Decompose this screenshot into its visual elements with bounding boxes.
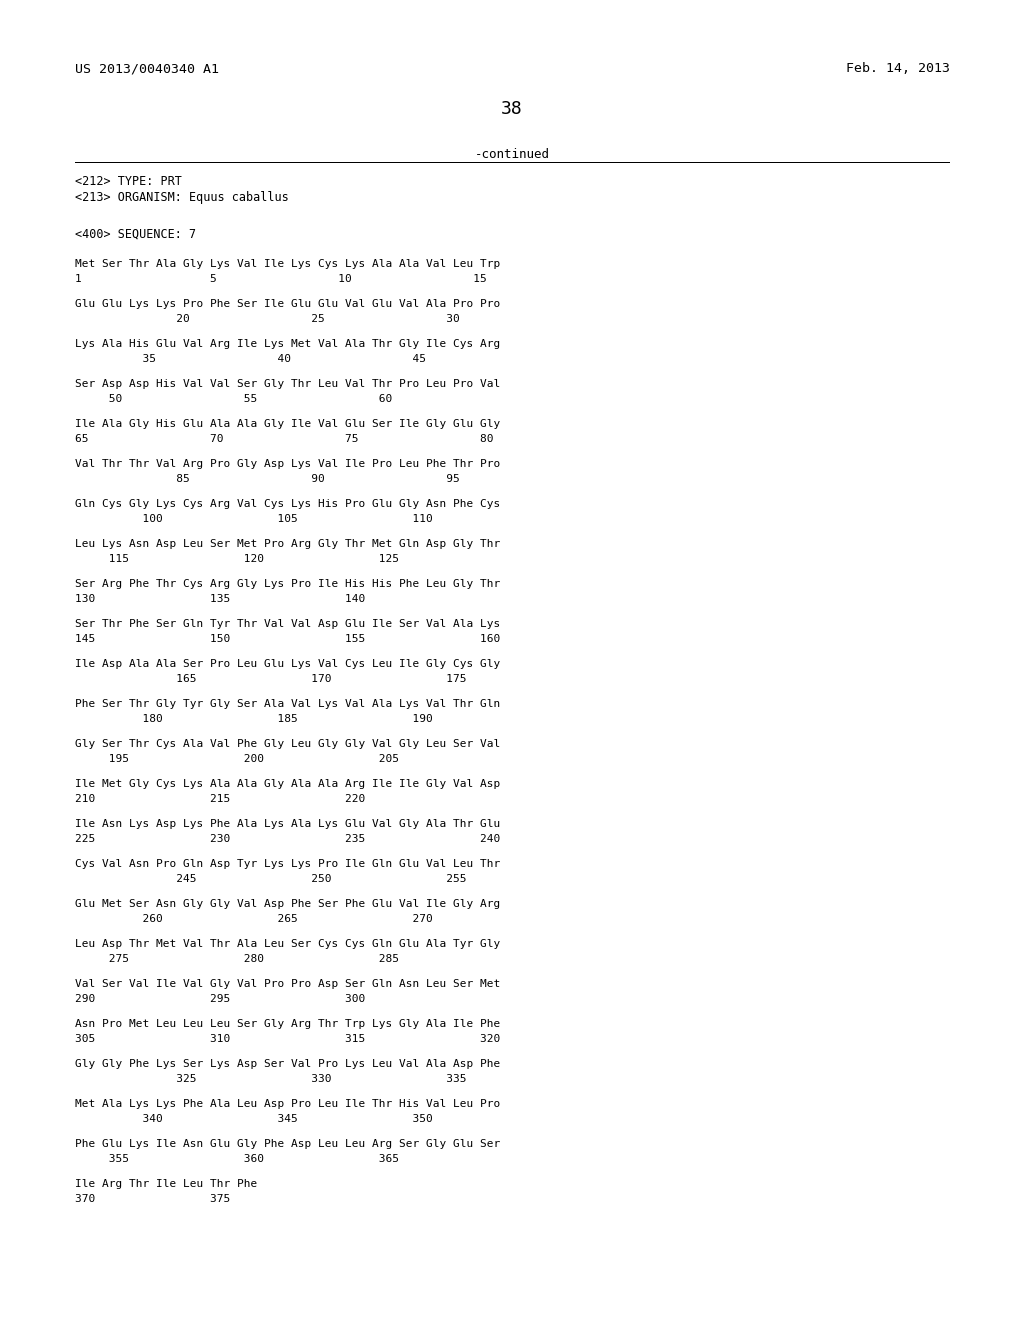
Text: 325                 330                 335: 325 330 335: [75, 1074, 467, 1084]
Text: Gly Ser Thr Cys Ala Val Phe Gly Leu Gly Gly Val Gly Leu Ser Val: Gly Ser Thr Cys Ala Val Phe Gly Leu Gly …: [75, 739, 501, 748]
Text: Gln Cys Gly Lys Cys Arg Val Cys Lys His Pro Glu Gly Asn Phe Cys: Gln Cys Gly Lys Cys Arg Val Cys Lys His …: [75, 499, 501, 510]
Text: 35                  40                  45: 35 40 45: [75, 354, 426, 364]
Text: Leu Asp Thr Met Val Thr Ala Leu Ser Cys Cys Gln Glu Ala Tyr Gly: Leu Asp Thr Met Val Thr Ala Leu Ser Cys …: [75, 939, 501, 949]
Text: Asn Pro Met Leu Leu Leu Ser Gly Arg Thr Trp Lys Gly Ala Ile Phe: Asn Pro Met Leu Leu Leu Ser Gly Arg Thr …: [75, 1019, 501, 1030]
Text: Ser Thr Phe Ser Gln Tyr Thr Val Val Asp Glu Ile Ser Val Ala Lys: Ser Thr Phe Ser Gln Tyr Thr Val Val Asp …: [75, 619, 501, 630]
Text: US 2013/0040340 A1: US 2013/0040340 A1: [75, 62, 219, 75]
Text: 260                 265                 270: 260 265 270: [75, 913, 433, 924]
Text: Met Ser Thr Ala Gly Lys Val Ile Lys Cys Lys Ala Ala Val Leu Trp: Met Ser Thr Ala Gly Lys Val Ile Lys Cys …: [75, 259, 501, 269]
Text: 245                 250                 255: 245 250 255: [75, 874, 467, 884]
Text: Ile Ala Gly His Glu Ala Ala Gly Ile Val Glu Ser Ile Gly Glu Gly: Ile Ala Gly His Glu Ala Ala Gly Ile Val …: [75, 418, 501, 429]
Text: 180                 185                 190: 180 185 190: [75, 714, 433, 723]
Text: Gly Gly Phe Lys Ser Lys Asp Ser Val Pro Lys Leu Val Ala Asp Phe: Gly Gly Phe Lys Ser Lys Asp Ser Val Pro …: [75, 1059, 501, 1069]
Text: Glu Glu Lys Lys Pro Phe Ser Ile Glu Glu Val Glu Val Ala Pro Pro: Glu Glu Lys Lys Pro Phe Ser Ile Glu Glu …: [75, 300, 501, 309]
Text: Phe Ser Thr Gly Tyr Gly Ser Ala Val Lys Val Ala Lys Val Thr Gln: Phe Ser Thr Gly Tyr Gly Ser Ala Val Lys …: [75, 700, 501, 709]
Text: 130                 135                 140: 130 135 140: [75, 594, 366, 605]
Text: <213> ORGANISM: Equus caballus: <213> ORGANISM: Equus caballus: [75, 191, 289, 205]
Text: Leu Lys Asn Asp Leu Ser Met Pro Arg Gly Thr Met Gln Asp Gly Thr: Leu Lys Asn Asp Leu Ser Met Pro Arg Gly …: [75, 539, 501, 549]
Text: Cys Val Asn Pro Gln Asp Tyr Lys Lys Pro Ile Gln Glu Val Leu Thr: Cys Val Asn Pro Gln Asp Tyr Lys Lys Pro …: [75, 859, 501, 869]
Text: 65                  70                  75                  80: 65 70 75 80: [75, 434, 494, 444]
Text: 305                 310                 315                 320: 305 310 315 320: [75, 1034, 501, 1044]
Text: Ile Asn Lys Asp Lys Phe Ala Lys Ala Lys Glu Val Gly Ala Thr Glu: Ile Asn Lys Asp Lys Phe Ala Lys Ala Lys …: [75, 818, 501, 829]
Text: Met Ala Lys Lys Phe Ala Leu Asp Pro Leu Ile Thr His Val Leu Pro: Met Ala Lys Lys Phe Ala Leu Asp Pro Leu …: [75, 1100, 501, 1109]
Text: Glu Met Ser Asn Gly Gly Val Asp Phe Ser Phe Glu Val Ile Gly Arg: Glu Met Ser Asn Gly Gly Val Asp Phe Ser …: [75, 899, 501, 909]
Text: <400> SEQUENCE: 7: <400> SEQUENCE: 7: [75, 228, 197, 242]
Text: 115                 120                 125: 115 120 125: [75, 554, 399, 564]
Text: 340                 345                 350: 340 345 350: [75, 1114, 433, 1125]
Text: Ile Asp Ala Ala Ser Pro Leu Glu Lys Val Cys Leu Ile Gly Cys Gly: Ile Asp Ala Ala Ser Pro Leu Glu Lys Val …: [75, 659, 501, 669]
Text: 165                 170                 175: 165 170 175: [75, 675, 467, 684]
Text: Ile Arg Thr Ile Leu Thr Phe: Ile Arg Thr Ile Leu Thr Phe: [75, 1179, 257, 1189]
Text: 195                 200                 205: 195 200 205: [75, 754, 399, 764]
Text: 50                  55                  60: 50 55 60: [75, 393, 392, 404]
Text: 145                 150                 155                 160: 145 150 155 160: [75, 634, 501, 644]
Text: 355                 360                 365: 355 360 365: [75, 1154, 399, 1164]
Text: 100                 105                 110: 100 105 110: [75, 513, 433, 524]
Text: Phe Glu Lys Ile Asn Glu Gly Phe Asp Leu Leu Arg Ser Gly Glu Ser: Phe Glu Lys Ile Asn Glu Gly Phe Asp Leu …: [75, 1139, 501, 1148]
Text: Feb. 14, 2013: Feb. 14, 2013: [846, 62, 950, 75]
Text: 225                 230                 235                 240: 225 230 235 240: [75, 834, 501, 843]
Text: 38: 38: [501, 100, 523, 117]
Text: -continued: -continued: [474, 148, 550, 161]
Text: 275                 280                 285: 275 280 285: [75, 954, 399, 964]
Text: Ser Asp Asp His Val Val Ser Gly Thr Leu Val Thr Pro Leu Pro Val: Ser Asp Asp His Val Val Ser Gly Thr Leu …: [75, 379, 501, 389]
Text: 370                 375: 370 375: [75, 1195, 230, 1204]
Text: Ser Arg Phe Thr Cys Arg Gly Lys Pro Ile His His Phe Leu Gly Thr: Ser Arg Phe Thr Cys Arg Gly Lys Pro Ile …: [75, 579, 501, 589]
Text: 1                   5                  10                  15: 1 5 10 15: [75, 275, 486, 284]
Text: <212> TYPE: PRT: <212> TYPE: PRT: [75, 176, 182, 187]
Text: 20                  25                  30: 20 25 30: [75, 314, 460, 323]
Text: 85                  90                  95: 85 90 95: [75, 474, 460, 484]
Text: 290                 295                 300: 290 295 300: [75, 994, 366, 1005]
Text: 210                 215                 220: 210 215 220: [75, 795, 366, 804]
Text: Ile Met Gly Cys Lys Ala Ala Gly Ala Ala Arg Ile Ile Gly Val Asp: Ile Met Gly Cys Lys Ala Ala Gly Ala Ala …: [75, 779, 501, 789]
Text: Val Ser Val Ile Val Gly Val Pro Pro Asp Ser Gln Asn Leu Ser Met: Val Ser Val Ile Val Gly Val Pro Pro Asp …: [75, 979, 501, 989]
Text: Lys Ala His Glu Val Arg Ile Lys Met Val Ala Thr Gly Ile Cys Arg: Lys Ala His Glu Val Arg Ile Lys Met Val …: [75, 339, 501, 348]
Text: Val Thr Thr Val Arg Pro Gly Asp Lys Val Ile Pro Leu Phe Thr Pro: Val Thr Thr Val Arg Pro Gly Asp Lys Val …: [75, 459, 501, 469]
